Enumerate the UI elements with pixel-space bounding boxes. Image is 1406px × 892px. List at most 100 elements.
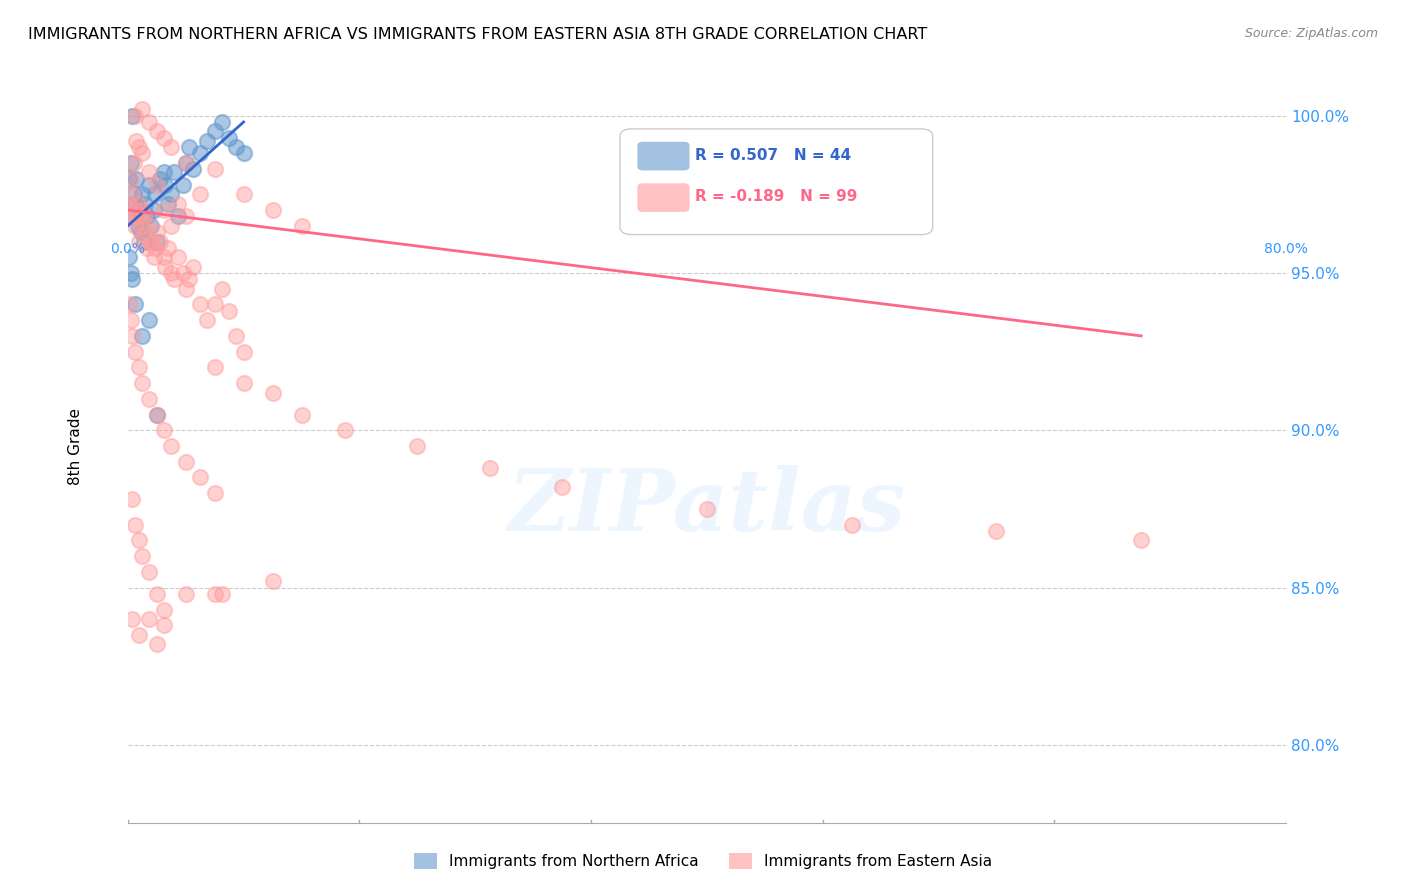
Point — [181, 162, 204, 177]
Point — [153, 602, 176, 616]
Point — [120, 156, 142, 170]
Point — [160, 187, 183, 202]
Point — [131, 146, 153, 161]
Point — [120, 210, 142, 224]
Point — [127, 219, 149, 233]
Text: ZIPatlas: ZIPatlas — [508, 465, 905, 549]
Point — [204, 124, 226, 138]
Point — [128, 235, 150, 249]
Point — [134, 228, 156, 243]
Point — [120, 171, 142, 186]
Point — [204, 297, 226, 311]
Point — [121, 210, 143, 224]
Point — [204, 360, 226, 375]
Point — [131, 187, 153, 202]
Point — [155, 178, 177, 192]
Point — [138, 313, 160, 327]
Point — [167, 196, 190, 211]
Text: R = 0.507   N = 44: R = 0.507 N = 44 — [696, 148, 852, 163]
Point — [118, 250, 141, 264]
Point — [121, 492, 143, 507]
Point — [128, 628, 150, 642]
Point — [145, 408, 167, 422]
Point — [153, 165, 176, 179]
Point — [132, 210, 155, 224]
Point — [204, 587, 226, 601]
Point — [135, 210, 157, 224]
Point — [128, 140, 150, 154]
Point — [118, 196, 141, 211]
Point — [172, 266, 194, 280]
Point — [122, 203, 145, 218]
Point — [118, 297, 141, 311]
Point — [139, 235, 162, 249]
Point — [121, 329, 143, 343]
Point — [145, 178, 167, 192]
FancyBboxPatch shape — [637, 183, 689, 212]
Point — [142, 203, 165, 218]
Point — [333, 423, 356, 437]
Point — [118, 171, 141, 186]
Point — [145, 235, 167, 249]
Point — [128, 203, 150, 218]
Point — [167, 210, 190, 224]
Point — [232, 376, 254, 390]
Legend: Immigrants from Northern Africa, Immigrants from Eastern Asia: Immigrants from Northern Africa, Immigra… — [408, 847, 998, 875]
Point — [120, 266, 142, 280]
FancyBboxPatch shape — [637, 142, 689, 170]
Point — [128, 360, 150, 375]
Point — [145, 124, 167, 138]
Point — [172, 178, 194, 192]
Point — [406, 439, 429, 453]
Point — [131, 549, 153, 563]
Point — [131, 103, 153, 117]
Point — [131, 376, 153, 390]
Point — [174, 587, 197, 601]
Point — [232, 344, 254, 359]
Point — [177, 272, 200, 286]
Point — [125, 171, 148, 186]
Point — [129, 219, 152, 233]
Point — [138, 115, 160, 129]
Point — [197, 134, 219, 148]
Point — [204, 162, 226, 177]
Point — [138, 565, 160, 579]
Point — [160, 266, 183, 280]
Point — [290, 408, 312, 422]
Point — [121, 612, 143, 626]
Point — [262, 574, 284, 589]
Point — [124, 297, 146, 311]
Point — [188, 187, 211, 202]
Point — [121, 272, 143, 286]
Point — [145, 587, 167, 601]
Text: 80.0%: 80.0% — [1264, 242, 1308, 256]
Point — [218, 130, 240, 145]
Point — [174, 210, 197, 224]
Text: 8th Grade: 8th Grade — [67, 408, 83, 484]
Point — [177, 140, 200, 154]
Point — [232, 146, 254, 161]
Point — [131, 203, 153, 218]
Point — [127, 196, 149, 211]
Point — [211, 282, 233, 296]
Point — [197, 313, 219, 327]
Point — [218, 303, 240, 318]
Point — [262, 385, 284, 400]
Point — [188, 297, 211, 311]
Point — [211, 115, 233, 129]
Point — [167, 250, 190, 264]
Point — [125, 134, 148, 148]
Point — [149, 171, 172, 186]
Text: 0.0%: 0.0% — [110, 242, 145, 256]
Point — [290, 219, 312, 233]
Point — [125, 210, 148, 224]
Point — [138, 612, 160, 626]
Point — [132, 235, 155, 249]
Point — [181, 260, 204, 274]
Point — [122, 156, 145, 170]
Point — [174, 282, 197, 296]
Point — [124, 517, 146, 532]
Point — [163, 272, 186, 286]
Point — [124, 109, 146, 123]
Point — [225, 140, 247, 154]
